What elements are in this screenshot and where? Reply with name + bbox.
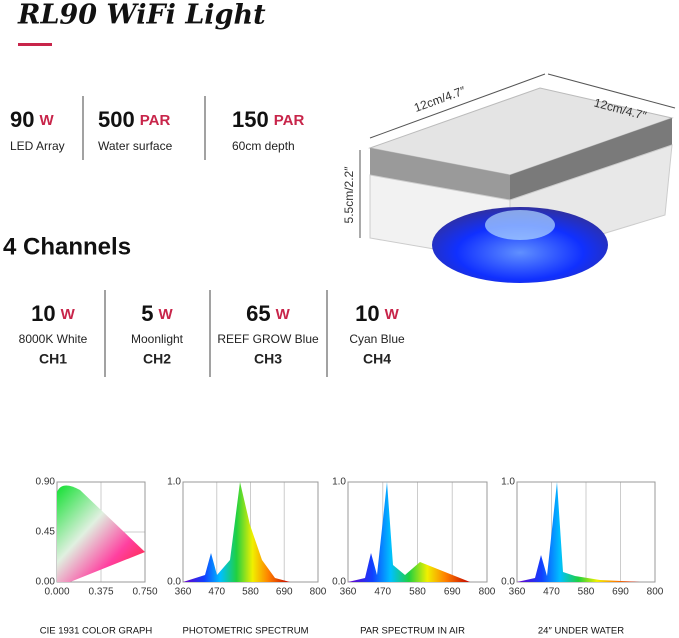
spec-label: Water surface (98, 139, 173, 153)
specs: 90 W LED Array 500 PAR Water surface 150 PAR 60c… (10, 96, 304, 160)
lamp: 12cm/4.7″ 12cm/4.7″ 5.5cm/2.2″ (342, 73, 676, 283)
channel-name: CH2 (143, 351, 171, 367)
x-tick-label: 800 (479, 587, 496, 598)
title: RL90 WiFi Light (17, 0, 266, 31)
spec-label: 60cm depth (232, 139, 295, 153)
x-tick-label: 360 (175, 587, 192, 598)
underwater-curve (517, 482, 640, 582)
graph-caption: PHOTOMETRIC SPECTRUM (183, 626, 309, 637)
y-tick-label: 0.00 (36, 577, 56, 588)
par-air-curve (348, 482, 470, 582)
channel-label: 8000K White (19, 332, 88, 346)
y-tick-label: 1.0 (332, 477, 346, 488)
y-tick-label: 1.0 (167, 477, 181, 488)
dim-height: 5.5cm/2.2″ (342, 166, 356, 224)
unit: W (61, 306, 76, 323)
x-tick-label: 580 (409, 587, 426, 598)
photometric-curve (183, 482, 290, 582)
x-tick-label: 580 (578, 587, 595, 598)
unit: W (385, 306, 400, 323)
channel-name: CH3 (254, 351, 282, 367)
graph-caption: CIE 1931 COLOR GRAPH (40, 626, 153, 637)
x-tick-label: 360 (340, 587, 357, 598)
value: 65 W (246, 301, 290, 326)
channel-label: REEF GROW Blue (217, 332, 319, 346)
x-tick-label: 470 (374, 587, 391, 598)
unit: W (39, 112, 54, 129)
number: 90 (10, 107, 34, 132)
graph-caption: 24″ UNDER WATER (538, 626, 624, 637)
x-tick-label: 690 (444, 587, 461, 598)
x-tick-label: 580 (242, 587, 259, 598)
value: 150 PAR (232, 107, 304, 132)
channel-name: CH1 (39, 351, 67, 367)
dim-width: 12cm/4.7″ (412, 83, 468, 115)
x-tick-label: 0.000 (44, 587, 69, 598)
number: 500 (98, 107, 135, 132)
x-tick-label: 800 (647, 587, 664, 598)
x-tick-label: 690 (612, 587, 629, 598)
unit: PAR (274, 112, 305, 129)
spec-label: LED Array (10, 139, 65, 153)
y-tick-label: 0.0 (332, 577, 346, 588)
title-underline (18, 43, 52, 46)
x-tick-label: 0.375 (88, 587, 113, 598)
value: 90 W (10, 107, 54, 132)
cie-gamut (57, 485, 145, 582)
x-tick-label: 0.750 (132, 587, 157, 598)
number: 10 (31, 301, 55, 326)
value: 10 W (31, 301, 75, 326)
y-tick-label: 0.90 (36, 477, 56, 488)
value: 500 PAR (98, 107, 170, 132)
x-tick-label: 470 (208, 587, 225, 598)
number: 150 (232, 107, 269, 132)
x-tick-label: 690 (276, 587, 293, 598)
channels-title: 4 Channels (3, 233, 131, 260)
y-tick-label: 0.0 (501, 577, 515, 588)
x-tick-label: 800 (310, 587, 327, 598)
unit: PAR (140, 112, 171, 129)
x-tick-label: 470 (543, 587, 560, 598)
x-tick-label: 360 (509, 587, 526, 598)
number: 5 (141, 301, 153, 326)
unit: W (159, 306, 174, 323)
y-tick-label: 0.45 (36, 527, 56, 538)
value: 10 W (355, 301, 399, 326)
y-tick-label: 0.0 (167, 577, 181, 588)
y-tick-label: 1.0 (501, 477, 515, 488)
channel-name: CH4 (363, 351, 391, 367)
unit: W (276, 306, 291, 323)
number: 10 (355, 301, 379, 326)
channel-label: Cyan Blue (349, 332, 405, 346)
graph-caption: PAR SPECTRUM IN AIR (360, 626, 465, 637)
channel-label: Moonlight (131, 332, 184, 346)
number: 65 (246, 301, 270, 326)
